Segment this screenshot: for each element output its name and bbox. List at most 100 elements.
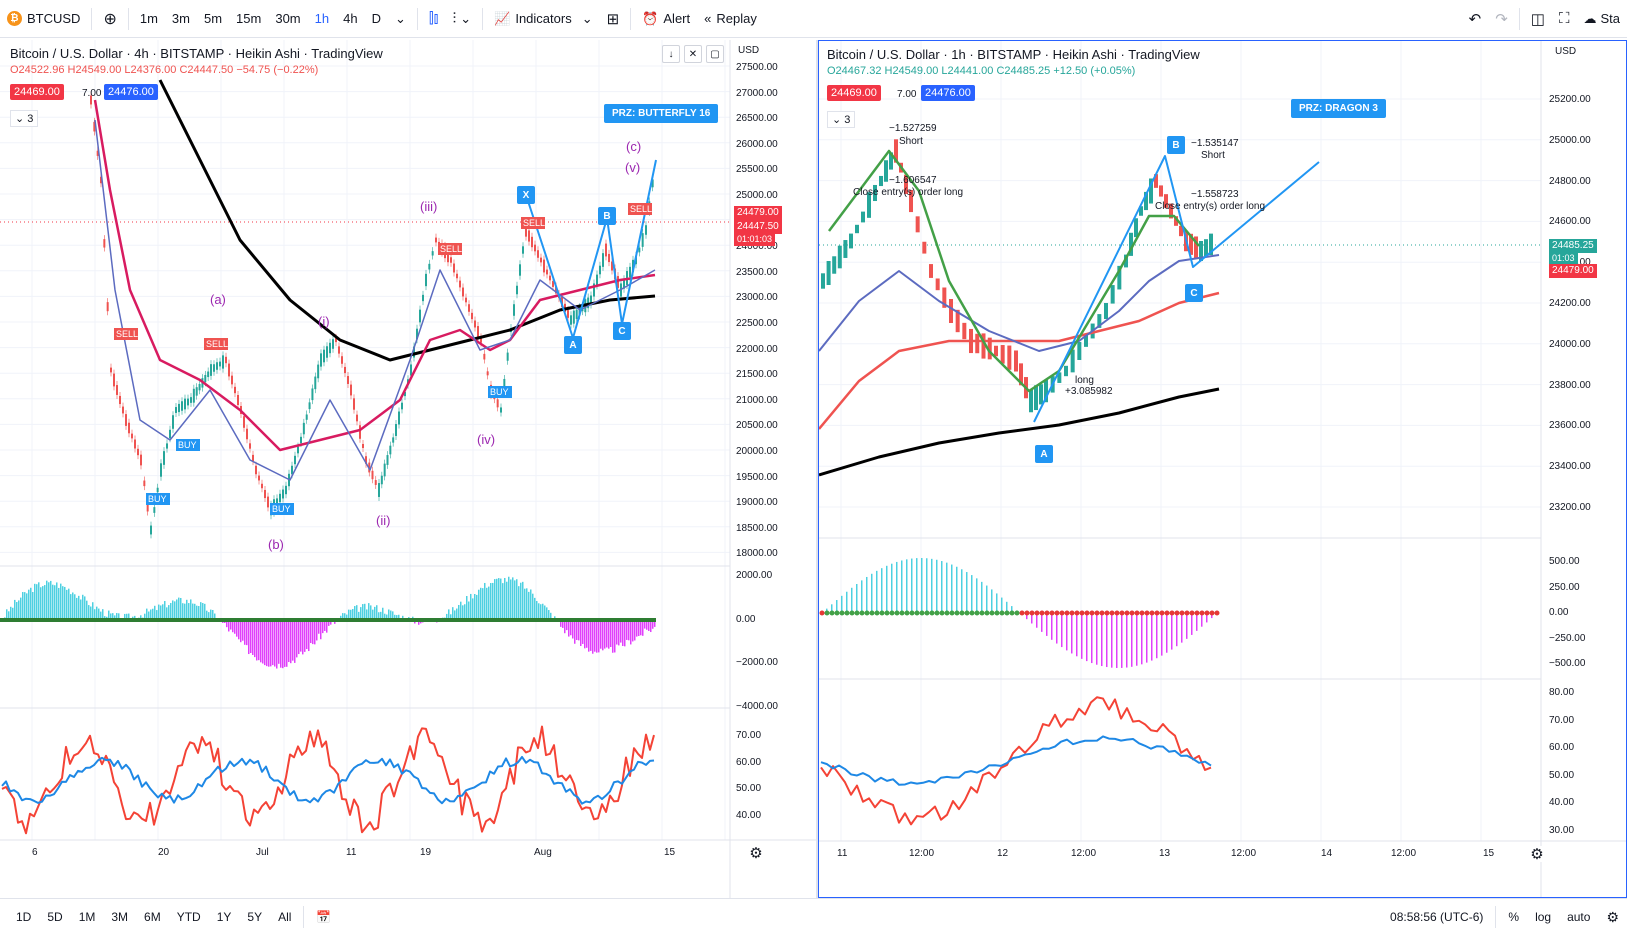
- interval-d[interactable]: D: [371, 11, 381, 26]
- right-settings-button[interactable]: ⚙: [1529, 846, 1545, 863]
- macd-bar: [398, 614, 400, 620]
- macd-signal-dot: [1009, 610, 1015, 616]
- macd-bar: [1101, 613, 1103, 667]
- range-1m[interactable]: 1M: [78, 910, 96, 924]
- time-tick-label: 12:00: [1391, 848, 1417, 859]
- macd-bar: [236, 620, 238, 637]
- left-indicators-collapse[interactable]: ⌄ 3: [10, 110, 39, 127]
- signal-badge: [521, 217, 545, 229]
- redo-icon: ↷: [1495, 10, 1508, 28]
- right-chart-pane[interactable]: Bitcoin / U.S. Dollar · 1h · BITSTAMP · …: [818, 40, 1627, 898]
- price-tick-label: 23500.00: [736, 266, 778, 278]
- right-sell-price-button[interactable]: 24469.00: [827, 85, 881, 101]
- redo-button[interactable]: ↷: [1488, 0, 1515, 38]
- snapshot-button[interactable]: ☁ Sta: [1576, 0, 1627, 38]
- macd-bar: [1186, 613, 1188, 639]
- right-ohlc: O24467.32 H24549.00 L24441.00 C24485.25 …: [827, 65, 1135, 77]
- left-close-button[interactable]: ✕: [684, 45, 702, 63]
- bar-style-button[interactable]: ⫿⫾: [422, 0, 446, 38]
- macd-bar: [286, 620, 288, 667]
- right-currency-label[interactable]: USD: [1555, 46, 1577, 57]
- pane-splitter[interactable]: [816, 40, 818, 898]
- macd-bar: [544, 605, 546, 620]
- candle: [1124, 254, 1128, 268]
- macd-signal-dot: [899, 610, 905, 616]
- candle-style-button[interactable]: ⫶ ⌄: [445, 0, 478, 38]
- macd-bar: [296, 620, 298, 658]
- macd-signal-dot: [1194, 610, 1200, 616]
- interval-3m[interactable]: 3m: [171, 11, 190, 26]
- rsi-slow-line: [1, 755, 655, 805]
- compare-add-button[interactable]: ⊕: [96, 0, 123, 38]
- symbol-search[interactable]: ₿ BTCUSD: [0, 0, 87, 38]
- left-chart-pane[interactable]: SELL SELL SELL SELL SELL BUY BUY BUY BUY Bitcoin…: [0, 40, 816, 898]
- right-chart-canvas[interactable]: [819, 41, 1626, 897]
- range-1d[interactable]: 1D: [16, 910, 32, 924]
- wave-iv: (iv): [477, 432, 496, 447]
- left-chart-canvas[interactable]: SELL SELL SELL SELL SELL BUY BUY BUY BUY: [0, 40, 816, 898]
- clock-time[interactable]: 08:58:56 (UTC-6): [1390, 910, 1484, 924]
- right-prz-label: PRZ: DRAGON 3: [1291, 99, 1386, 118]
- right-buy-price-button[interactable]: 24476.00: [921, 85, 975, 101]
- macd-bar: [1201, 613, 1203, 627]
- undo-button[interactable]: ↶: [1462, 0, 1489, 38]
- interval-5m[interactable]: 5m: [203, 11, 223, 26]
- left-maximize-button[interactable]: ▢: [706, 45, 724, 63]
- range-5d[interactable]: 5D: [47, 910, 63, 924]
- auto-toggle[interactable]: auto: [1567, 910, 1591, 924]
- range-ytd[interactable]: YTD: [176, 910, 201, 924]
- candle: [1097, 314, 1102, 328]
- alert-button[interactable]: ⏰ Alert: [635, 0, 697, 38]
- macd-bar: [160, 605, 162, 620]
- left-sell-price-button[interactable]: 24469.00: [10, 84, 64, 100]
- log-toggle[interactable]: log: [1535, 910, 1552, 924]
- interval-15m[interactable]: 15m: [236, 11, 262, 26]
- range-5y[interactable]: 5Y: [247, 910, 263, 924]
- macd-bar: [174, 601, 176, 620]
- macd-bar: [378, 612, 380, 620]
- replay-button[interactable]: « Replay: [697, 0, 764, 38]
- interval-1h[interactable]: 1h: [314, 11, 330, 26]
- macd-bar: [284, 620, 286, 667]
- left-scroll-down-button[interactable]: ↓: [662, 45, 680, 63]
- interval-1m[interactable]: 1m: [139, 11, 158, 26]
- range-3m[interactable]: 3M: [111, 910, 129, 924]
- range-6m[interactable]: 6M: [144, 910, 161, 924]
- indicators-button[interactable]: 📈 Indicators ⌄: [487, 0, 599, 38]
- macd-bar: [308, 620, 310, 652]
- macd-bar: [8, 611, 10, 620]
- range-1y[interactable]: 1Y: [216, 910, 232, 924]
- left-point-a: A: [564, 336, 582, 354]
- left-currency-label[interactable]: USD: [738, 45, 760, 56]
- left-last-price-tag: 24479.00: [734, 206, 782, 220]
- interval-dropdown[interactable]: ⌄: [388, 0, 413, 38]
- macd-bar: [84, 596, 86, 620]
- bottom-toolbar: 1D 5D 1M 3M 6M YTD 1Y 5Y All 📅 08:58:56 …: [0, 898, 1627, 935]
- alarm-icon: ⏰: [642, 10, 659, 26]
- macd-bar: [180, 597, 182, 620]
- macd-bar: [78, 595, 80, 620]
- settings-button[interactable]: ⚙: [1598, 909, 1627, 926]
- left-buy-price-button[interactable]: 24476.00: [104, 84, 158, 100]
- templates-button[interactable]: ⊞: [600, 0, 627, 38]
- candle: [949, 298, 953, 324]
- macd-tick-label: −500.00: [1549, 658, 1586, 669]
- macd-bar: [102, 609, 104, 620]
- macd-bar: [652, 620, 654, 629]
- goto-date-button[interactable]: 📅: [308, 910, 339, 924]
- macd-bar: [64, 586, 66, 620]
- fullscreen-button[interactable]: ⛶: [1552, 0, 1577, 38]
- percent-toggle[interactable]: %: [1508, 910, 1520, 924]
- macd-bar: [1011, 606, 1013, 613]
- right-indicators-collapse[interactable]: ⌄ 3: [827, 111, 856, 128]
- layout-button[interactable]: ◫: [1524, 0, 1552, 38]
- interval-30m[interactable]: 30m: [275, 11, 301, 26]
- range-all[interactable]: All: [278, 910, 292, 924]
- macd-bar: [50, 580, 52, 620]
- macd-bar: [616, 620, 618, 645]
- interval-4h[interactable]: 4h: [343, 11, 358, 26]
- macd-bar: [6, 609, 8, 620]
- macd-bar: [374, 606, 376, 620]
- signal-label: BUY: [490, 387, 509, 397]
- left-settings-button[interactable]: ⚙: [748, 845, 764, 862]
